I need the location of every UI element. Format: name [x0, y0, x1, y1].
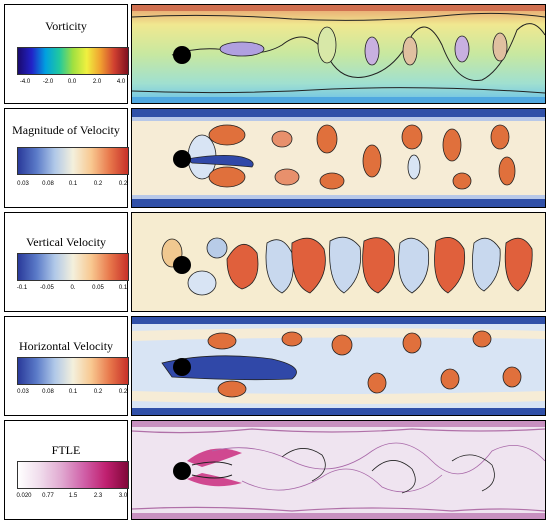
legend-ftle: FTLE 0.020 0.77 1.5 2.3 3.0	[4, 420, 129, 520]
panel-vertical-velocity: Vertical Velocity -0.1 -0.05 0. 0.05 0.1	[0, 210, 550, 314]
legend-vertical-velocity: Vertical Velocity -0.1 -0.05 0. 0.05 0.1	[4, 212, 129, 312]
field-plot-magnitude-velocity	[131, 108, 546, 208]
tick-label: 2.3	[93, 493, 103, 499]
tick-label: 0.1	[68, 389, 78, 395]
colorbar	[17, 147, 129, 175]
tick-label: 0.2	[93, 389, 103, 395]
panel-ftle: FTLE 0.020 0.77 1.5 2.3 3.0	[0, 418, 550, 522]
legend-vorticity: Vorticity -4.0 -2.0 0.0 2.0 4.0	[4, 4, 129, 104]
tick-label: -2.0	[42, 79, 54, 85]
tick-label: 0.0	[67, 79, 77, 85]
tick-label: 0.2	[118, 389, 128, 395]
tick-label: 0.1	[68, 181, 78, 187]
field-plot-vertical-velocity	[131, 212, 546, 312]
tick-label: 0.08	[42, 181, 54, 187]
tick-label: -0.1	[16, 285, 28, 291]
tick-label: 0.2	[93, 181, 103, 187]
panel-horizontal-velocity: Horizontal Velocity 0.03 0.08 0.1 0.2 0.…	[0, 314, 550, 418]
field-plot-vorticity	[131, 4, 546, 104]
legend-horizontal-velocity: Horizontal Velocity 0.03 0.08 0.1 0.2 0.…	[4, 316, 129, 416]
tick-label: 1.5	[68, 493, 78, 499]
tick-label: 0.2	[118, 181, 128, 187]
colorbar	[17, 47, 129, 75]
colorbar	[17, 461, 129, 489]
legend-title: Vertical Velocity	[25, 235, 107, 249]
field-plot-ftle	[131, 420, 546, 520]
legend-title: Vorticity	[45, 19, 87, 33]
tick-label: 0.020	[16, 493, 32, 499]
panel-vorticity: Vorticity -4.0 -2.0 0.0 2.0 4.0	[0, 2, 550, 106]
legend-title: Horizontal Velocity	[18, 339, 114, 353]
tick-label: 0.	[70, 285, 76, 291]
tick-label: -4.0	[19, 79, 31, 85]
tick-label: 0.08	[42, 389, 54, 395]
tick-label: 0.77	[42, 493, 54, 499]
legend-magnitude-velocity: Magnitude of Velocity 0.03 0.08 0.1 0.2 …	[4, 108, 129, 208]
tick-label: 4.0	[116, 79, 126, 85]
tick-label: -0.05	[40, 285, 54, 291]
tick-label: 2.0	[92, 79, 102, 85]
legend-title: Magnitude of Velocity	[12, 123, 120, 137]
colorbar	[17, 253, 129, 281]
tick-label: 0.1	[118, 285, 128, 291]
legend-title: FTLE	[51, 443, 81, 457]
field-plot-horizontal-velocity	[131, 316, 546, 416]
colorbar	[17, 357, 129, 385]
tick-label: 0.03	[17, 389, 29, 395]
tick-label: 0.03	[17, 181, 29, 187]
panel-magnitude-velocity: Magnitude of Velocity 0.03 0.08 0.1 0.2 …	[0, 106, 550, 210]
tick-label: 0.05	[92, 285, 104, 291]
tick-label: 3.0	[118, 493, 128, 499]
